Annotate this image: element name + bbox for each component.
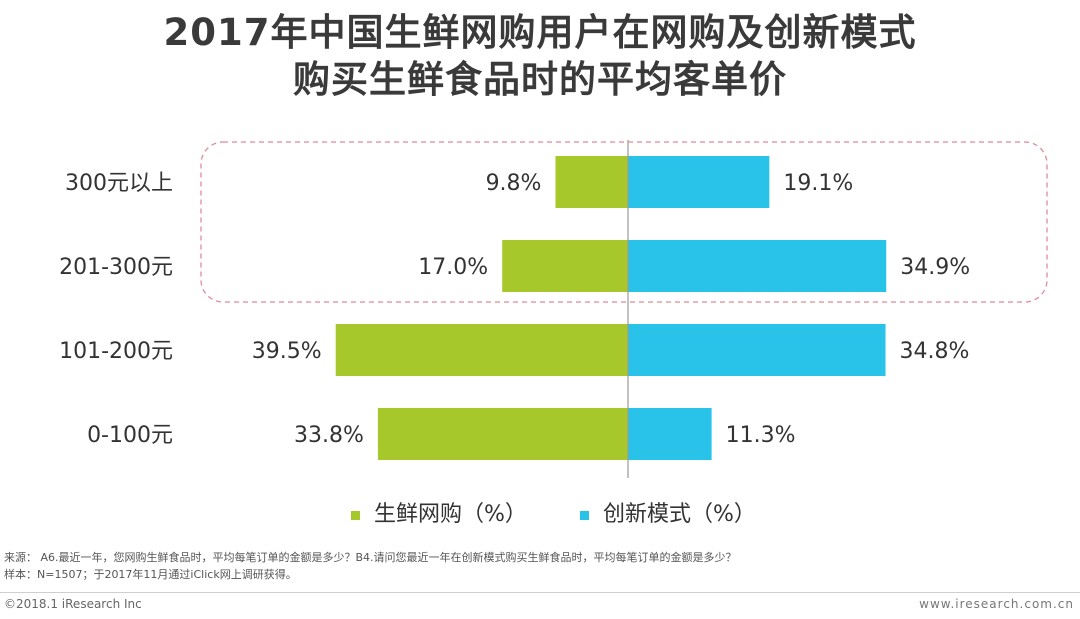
data-label-green-1: 17.0% xyxy=(418,255,488,280)
legend-label-green: 生鲜网购（%） xyxy=(374,502,527,527)
category-label-3: 0-100元 xyxy=(87,423,173,448)
source-notes: 来源： A6.最近一年，您网购生鲜食品时，平均每笔订单的金额是多少？B4.请问您… xyxy=(4,549,737,583)
footer-divider xyxy=(0,592,1080,593)
data-label-green-2: 39.5% xyxy=(252,339,322,364)
category-label-0: 300元以上 xyxy=(65,171,173,196)
bar-green-3 xyxy=(377,408,628,460)
bar-green-2 xyxy=(335,324,628,376)
legend-swatch-green xyxy=(351,510,360,520)
category-label-1: 201-300元 xyxy=(59,255,173,280)
data-label-blue-2: 34.8% xyxy=(900,339,970,364)
bar-green-1 xyxy=(502,240,628,292)
highlight-frame xyxy=(200,141,1048,303)
data-label-green-0: 9.8% xyxy=(486,171,542,196)
footer-website: www.iresearch.com.cn xyxy=(919,597,1074,611)
legend-label-blue: 创新模式（%） xyxy=(603,502,756,527)
sample-note: 样本：N=1507；于2017年11月通过iClick网上调研获得。 xyxy=(4,568,297,581)
category-label-2: 101-200元 xyxy=(59,339,173,364)
bar-blue-1 xyxy=(628,240,887,292)
bar-blue-2 xyxy=(628,324,886,376)
legend-item-blue: 创新模式（%） xyxy=(580,496,756,528)
data-label-blue-3: 11.3% xyxy=(726,423,796,448)
legend-item-green: 生鲜网购（%） xyxy=(351,496,527,528)
bar-blue-3 xyxy=(628,408,712,460)
bar-green-0 xyxy=(555,156,628,208)
footer-copyright: ©2018.1 iResearch Inc xyxy=(4,597,142,611)
source-note: 来源： A6.最近一年，您网购生鲜食品时，平均每笔订单的金额是多少？B4.请问您… xyxy=(4,551,737,564)
chart-title-line-2: 购买生鲜食品时的平均客单价 xyxy=(293,58,787,101)
data-label-green-3: 33.8% xyxy=(294,423,364,448)
data-label-blue-1: 34.9% xyxy=(900,255,970,280)
chart-title-line-1: 2017年中国生鲜网购用户在网购及创新模式 xyxy=(163,11,917,54)
data-label-blue-0: 19.1% xyxy=(783,171,853,196)
diverging-bar-chart: 300元以上 9.8% 19.1% 201-300元 17.0% 34.9% 101-200… xyxy=(59,140,1048,478)
bar-blue-0 xyxy=(628,156,770,208)
legend-swatch-blue xyxy=(580,510,589,520)
